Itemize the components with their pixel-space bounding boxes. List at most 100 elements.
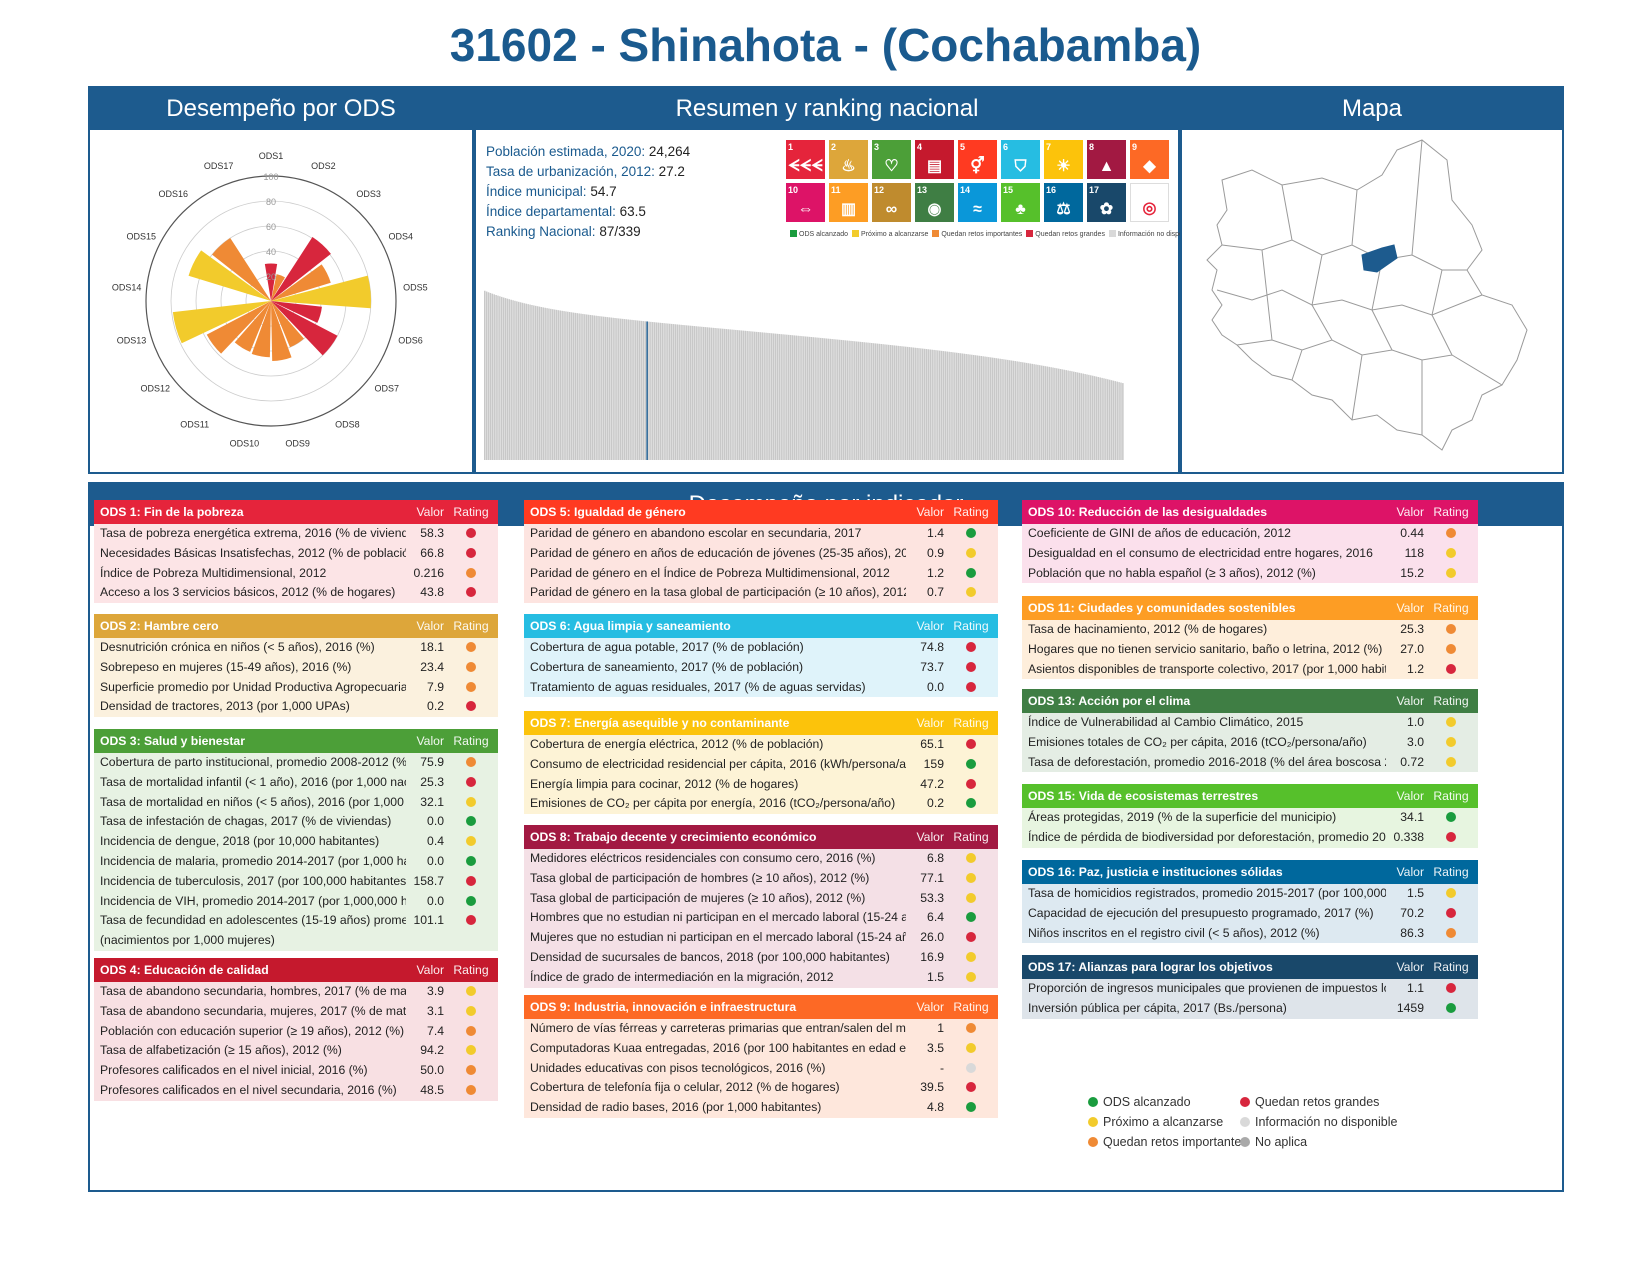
ranking-bar — [857, 341, 860, 460]
rating-dot-lightgray — [966, 1062, 976, 1073]
stat-label: Tasa de urbanización, 2012: — [486, 164, 655, 179]
ranking-bar — [1071, 371, 1073, 460]
ranking-bar — [1095, 376, 1098, 460]
ranking-bar — [676, 324, 679, 460]
ranking-bar — [563, 311, 565, 460]
ranking-bar — [557, 310, 560, 460]
indicator-rating — [950, 889, 992, 909]
legend-item: No aplica — [1240, 1135, 1307, 1149]
ranking-bar — [948, 351, 950, 460]
ranking-bar — [570, 312, 573, 460]
ranking-bar — [697, 326, 699, 460]
ranking-bar — [1097, 377, 1100, 460]
ranking-bar — [954, 352, 956, 460]
rating-dot-orange — [1446, 624, 1456, 634]
sdg-title: ODS 11: Ciudades y comunidades sostenibl… — [1028, 601, 1296, 615]
indicator-rating — [950, 583, 992, 603]
ranking-bar — [546, 308, 548, 460]
radar-tick-label: 60 — [266, 222, 276, 232]
sdg-tile-number: 14 — [960, 185, 971, 195]
indicator-label: Computadoras Kuaa entregadas, 2016 (por … — [530, 1040, 906, 1055]
indicator-value: 43.8 — [420, 585, 444, 600]
indicator-rating — [950, 948, 992, 968]
ranking-bar — [514, 300, 516, 460]
indicator-table: ODS 6: Agua limpia y saneamiento Valor Rat… — [524, 614, 998, 698]
indicator-row: Desigualdad en el consumo de electricida… — [1022, 544, 1478, 564]
rating-dot-orange — [466, 757, 476, 767]
indicator-row: Emisiones de CO₂ per cápita por energía,… — [524, 794, 998, 814]
rating-dot-orange — [466, 567, 476, 578]
ranking-bar — [874, 343, 877, 460]
ranking-bar — [612, 317, 614, 460]
ranking-bar — [804, 336, 807, 460]
ranking-bar — [695, 326, 697, 460]
rating-dot-green — [966, 912, 976, 923]
indicator-label: Asientos disponibles de transporte colec… — [1028, 661, 1386, 676]
legend-label: ODS alcanzado — [1103, 1095, 1191, 1109]
ranking-bar — [623, 319, 626, 460]
ranking-bar — [551, 309, 554, 460]
indicator-label: Profesores calificados en el nivel secun… — [100, 1082, 397, 1097]
ranking-bar — [1012, 360, 1015, 460]
indicator-rating — [450, 982, 492, 1002]
sdg-title: ODS 3: Salud y bienestar — [100, 734, 245, 748]
flower-icon: ✿ — [1099, 201, 1114, 218]
ranking-bar — [787, 334, 790, 460]
indicator-value: 39.5 — [920, 1080, 944, 1095]
indicator-label: Índice de Vulnerabilidad al Cambio Climá… — [1028, 715, 1304, 729]
indicator-value: 23.4 — [420, 659, 444, 674]
indicator-row: Tasa global de participación de mujeres … — [524, 889, 998, 909]
ranking-bar — [585, 314, 588, 460]
indicator-value: 0.72 — [1400, 754, 1424, 769]
ranking-bar — [1022, 362, 1024, 460]
ranking-bar — [540, 307, 543, 460]
indicator-rating — [450, 678, 492, 698]
rating-column-header: Rating — [1433, 694, 1469, 708]
indicator-row: (nacimientos por 1,000 mujeres) — [94, 931, 498, 951]
ranking-bar — [840, 339, 843, 460]
sdg-title: ODS 8: Trabajo decente y crecimiento eco… — [530, 830, 817, 844]
indicator-row: Profesores calificados en el nivel secun… — [94, 1081, 498, 1101]
ranking-bar — [661, 322, 663, 460]
sdg-tile: 11 ▥ — [829, 183, 868, 222]
indicator-value — [406, 931, 450, 951]
ranking-bar — [731, 329, 733, 460]
indicator-row: Cobertura de parto institucional, promed… — [94, 753, 498, 773]
ranking-bar — [991, 357, 994, 460]
ranking-bar — [982, 356, 984, 460]
rating-column-header: Rating — [453, 619, 489, 633]
rating-column-header: Rating — [953, 505, 989, 519]
indicator-rating — [950, 775, 992, 795]
indicator-value: 1.5 — [1407, 886, 1424, 900]
ranking-bar — [491, 293, 494, 460]
indicator-table: ODS 17: Alianzas para lograr los objetiv… — [1022, 955, 1478, 1019]
ranking-bar — [1108, 379, 1111, 460]
value-column-header: Valor — [1396, 601, 1424, 615]
ranking-bar — [786, 334, 788, 460]
ranking-bar — [1016, 361, 1018, 460]
ranking-bar — [963, 353, 966, 460]
sdg-title: ODS 5: Igualdad de género — [530, 505, 686, 519]
indicator-label: Índice de pérdida de biodiversidad por d… — [1028, 829, 1386, 844]
ranking-bar — [544, 307, 546, 460]
indicator-rating — [1430, 884, 1472, 904]
radar-axis-label: ODS14 — [112, 283, 142, 293]
radar-tick-label: 80 — [266, 197, 276, 207]
ranking-bar — [1020, 361, 1022, 460]
ranking-bar — [852, 341, 854, 460]
ranking-bar — [803, 336, 805, 460]
radar-axis-label: ODS4 — [389, 231, 414, 241]
ranking-bar — [633, 320, 635, 460]
ranking-bar — [644, 321, 646, 460]
ranking-bar — [916, 347, 918, 460]
indicator-rating — [950, 658, 992, 678]
ranking-bar — [495, 294, 497, 460]
indicator-row: Inversión pública per cápita, 2017 (Bs./… — [1022, 999, 1478, 1019]
indicator-row: Hombres que no estudian ni participan en… — [524, 908, 998, 928]
ranking-bar — [531, 305, 533, 460]
legend-swatch — [932, 230, 940, 237]
indicator-value: 86.3 — [1400, 925, 1424, 940]
ranking-bar — [1003, 359, 1005, 460]
rating-dot-green — [1446, 812, 1456, 822]
ranking-bar — [538, 306, 541, 460]
